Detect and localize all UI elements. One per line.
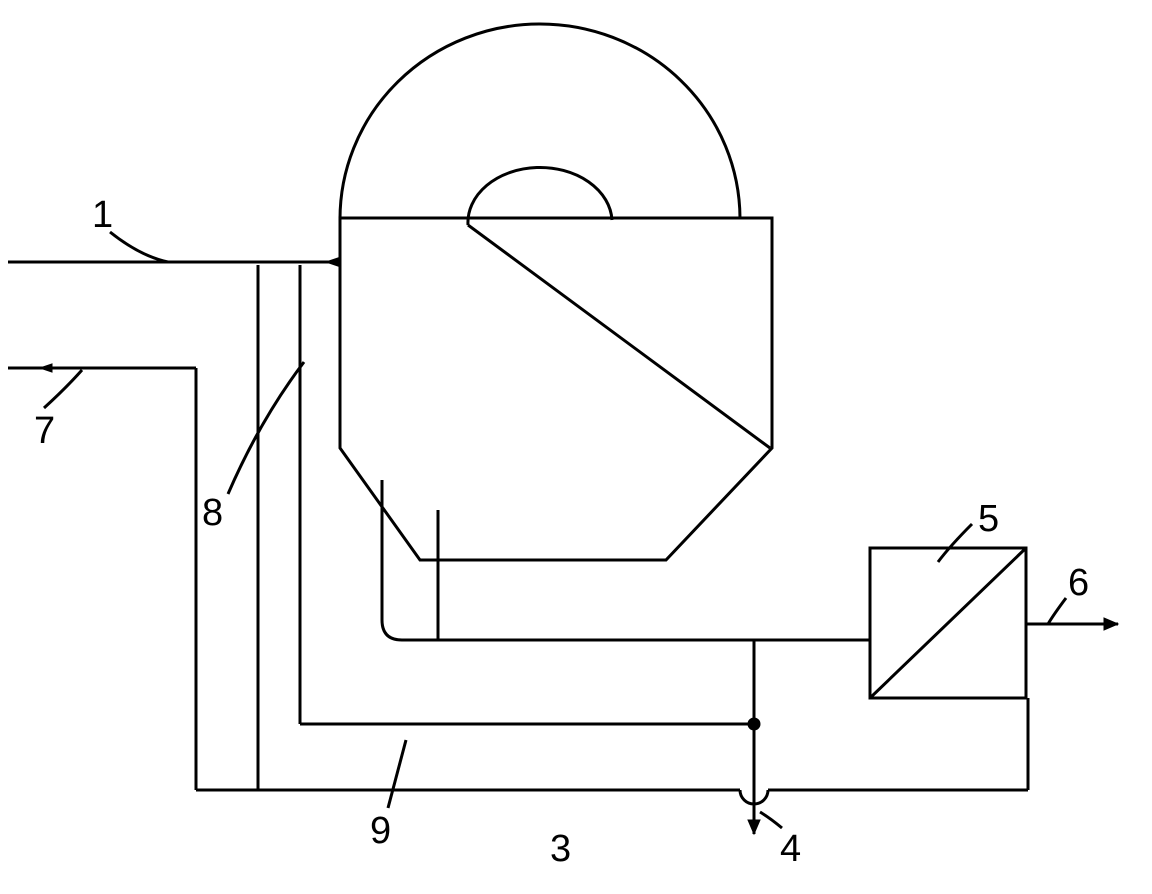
leader-5 xyxy=(938,524,972,562)
small-arc xyxy=(468,167,612,225)
arrow-into-body xyxy=(326,258,338,266)
label-9: 9 xyxy=(370,810,391,853)
leader-9 xyxy=(388,740,406,808)
schematic-diagram: 1 3 4 5 6 7 8 9 xyxy=(0,0,1152,889)
label-4: 4 xyxy=(780,828,801,871)
label-7: 7 xyxy=(34,410,55,453)
arrow-6-out xyxy=(1104,618,1118,630)
label-6: 6 xyxy=(1068,562,1089,605)
leader-7 xyxy=(44,370,82,408)
label-5: 5 xyxy=(978,498,999,541)
box-5-diagonal xyxy=(870,548,1026,698)
arrow-7-in xyxy=(40,364,52,372)
label-1: 1 xyxy=(92,194,113,237)
diagram-svg xyxy=(0,0,1152,889)
leader-6 xyxy=(1048,598,1066,624)
main-body xyxy=(340,218,772,560)
internal-diagonal xyxy=(468,225,770,448)
leader-8 xyxy=(228,362,304,494)
leader-4 xyxy=(760,812,782,828)
leader-1 xyxy=(110,232,168,262)
arrow-4-down xyxy=(748,820,760,834)
label-8: 8 xyxy=(202,492,223,535)
label-3: 3 xyxy=(550,828,571,871)
large-arc xyxy=(340,24,740,220)
